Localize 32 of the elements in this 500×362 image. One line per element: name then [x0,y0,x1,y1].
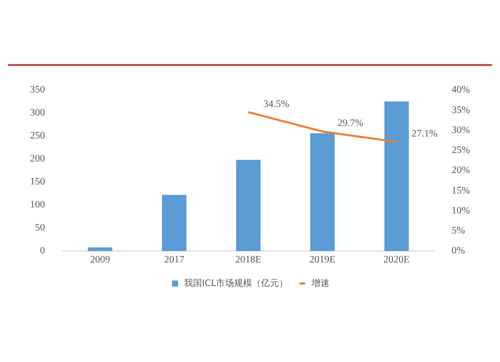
y2-tick-label: 0% [452,246,466,257]
bar [162,194,186,251]
y-tick-label: 50 [35,222,45,234]
y-tick-label: 200 [30,154,45,165]
y2-tick-label: 5% [452,226,466,236]
y-tick-label: 250 [30,130,45,142]
x-tick-label: 2017 [164,254,184,266]
y2-tick-label: 15% [452,185,470,196]
x-tick-label: 2009 [90,254,110,266]
x-tick-label: 2020E [384,254,410,266]
y-tick-label: 100 [30,200,45,211]
y2-tick-label: 40% [452,84,470,96]
y2-tick-label: 30% [452,124,470,136]
data-label: 27.1% [412,128,438,140]
bar [384,102,409,251]
y-tick-label: 0 [40,246,45,257]
y-tick-label: 350 [30,84,45,96]
data-label: 29.7% [337,118,364,130]
x-tick-label: 2019E [309,254,336,266]
legend-label: 我国ICL市场规模（亿元） [184,278,288,289]
y2-tick-label: 25% [452,145,470,156]
bar [310,133,335,251]
x-tick-label: 2018E [235,254,262,266]
y-tick-label: 150 [30,176,45,188]
bar [236,160,261,251]
y2-tick-label: 35% [452,104,470,116]
y-tick-label: 300 [30,108,45,119]
legend-label: 增速 [310,278,330,289]
bar [88,247,112,251]
data-label: 34.5% [263,98,290,110]
y2-tick-label: 10% [452,205,470,216]
y2-tick-label: 20% [452,165,470,176]
